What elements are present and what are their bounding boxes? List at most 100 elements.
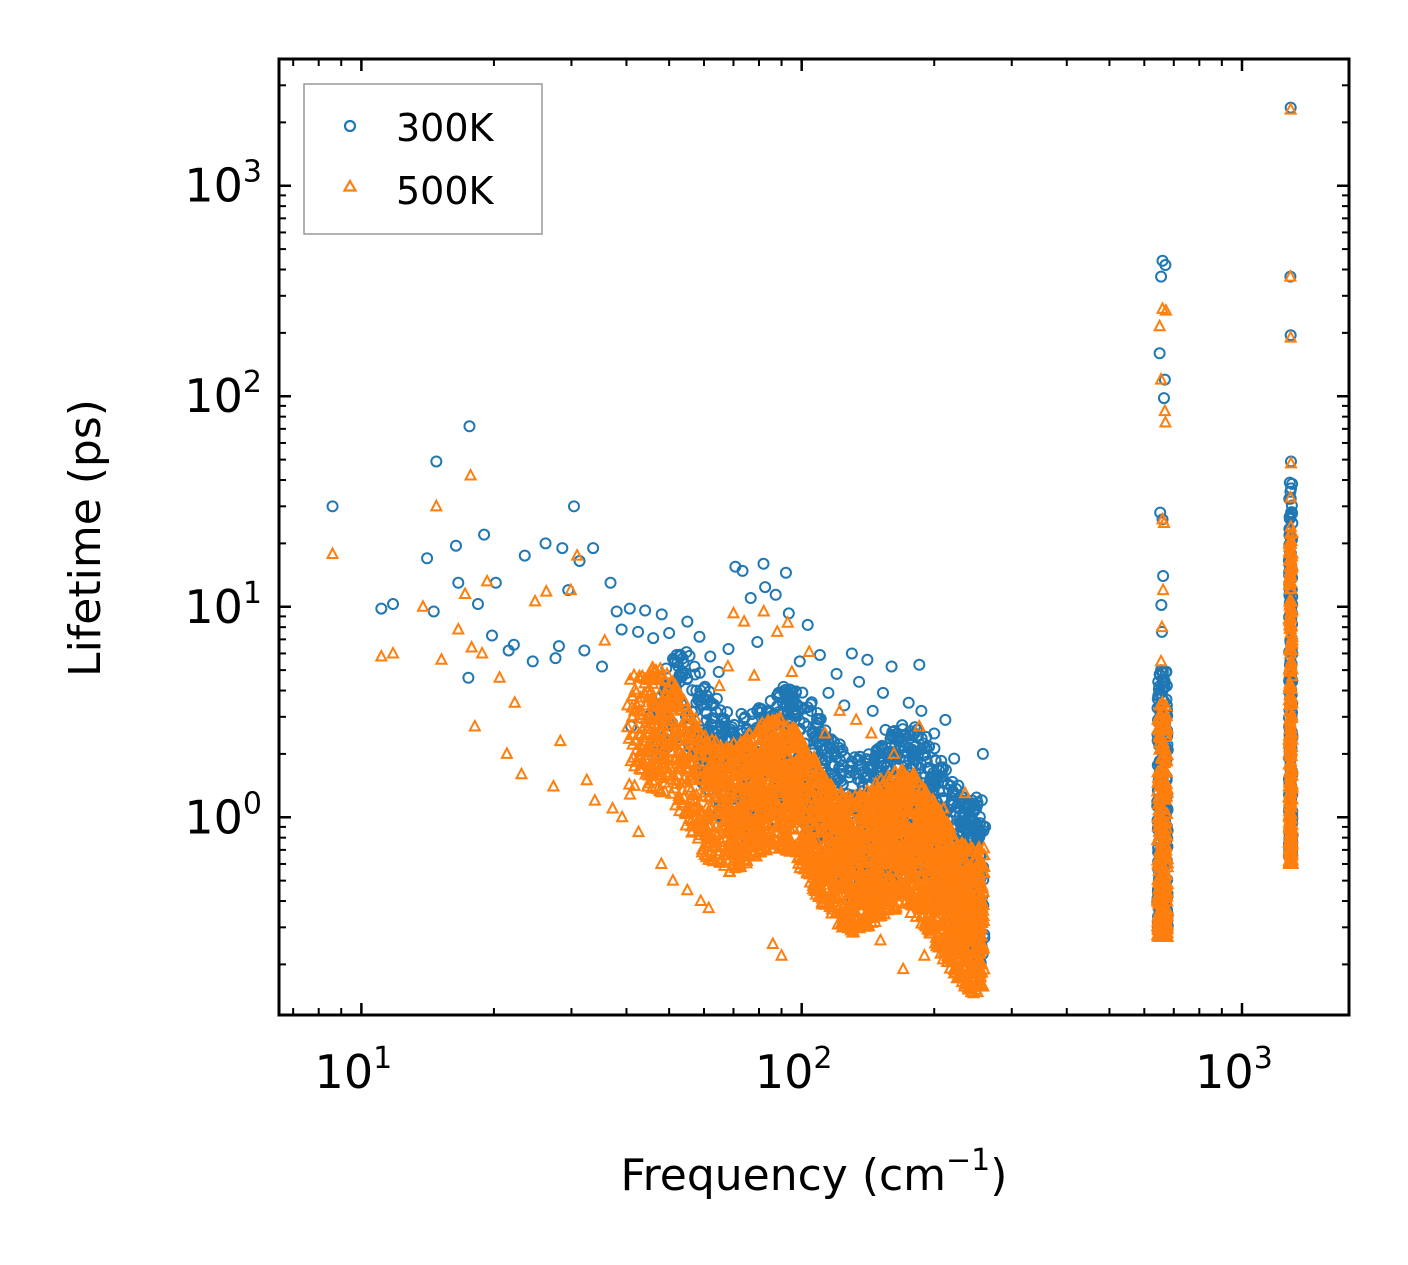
point-500k-dense bbox=[755, 801, 770, 815]
point-500k-dense bbox=[793, 788, 807, 802]
point-300k-dense bbox=[676, 652, 689, 665]
point-300k bbox=[663, 627, 676, 640]
point-500k-dense bbox=[717, 858, 732, 871]
point-500k-dense bbox=[688, 724, 702, 738]
point-300k bbox=[879, 723, 892, 736]
point-500k-dense bbox=[814, 857, 828, 871]
point-500k-dense bbox=[697, 839, 711, 852]
point-300k bbox=[866, 704, 879, 717]
point-300k bbox=[948, 752, 961, 765]
point-500k-dense bbox=[891, 793, 905, 807]
point-500k-dense bbox=[854, 835, 869, 849]
point-500k-dense bbox=[834, 796, 848, 810]
point-500k-dense bbox=[954, 897, 968, 911]
point-500k-dense bbox=[864, 812, 878, 826]
point-500k-dense bbox=[864, 789, 878, 803]
point-500k-dense bbox=[739, 729, 754, 743]
point-500k-dense bbox=[792, 849, 806, 862]
point-300k bbox=[655, 608, 668, 621]
point-300k bbox=[891, 727, 904, 740]
point-500k-dense bbox=[676, 747, 690, 760]
point-300k-dense bbox=[771, 700, 784, 713]
point-500k-dense bbox=[659, 737, 674, 750]
point-500k-dense bbox=[622, 776, 636, 790]
point-500k-dense bbox=[622, 731, 636, 744]
point-500k-dense bbox=[938, 819, 952, 833]
point-500k-dense bbox=[687, 772, 702, 786]
point-300k-dense bbox=[843, 766, 856, 779]
point-500k-dense bbox=[699, 754, 713, 768]
point-500k-dense bbox=[652, 687, 666, 700]
point-500k-dense bbox=[784, 738, 798, 752]
point-500k-dense bbox=[972, 839, 986, 853]
point-500k-dense bbox=[756, 780, 771, 793]
point-500k-dense bbox=[868, 914, 882, 927]
point-300k bbox=[813, 648, 826, 661]
point-500k-dense bbox=[789, 770, 803, 784]
point-300k-dense bbox=[798, 717, 811, 730]
point-300k-dense bbox=[811, 706, 824, 719]
point-500k-dense bbox=[963, 930, 977, 944]
point-300k bbox=[427, 605, 440, 618]
point-500k-dense bbox=[874, 908, 888, 922]
point-300k bbox=[478, 528, 491, 541]
point-500k-dense bbox=[873, 819, 888, 832]
point-300k bbox=[735, 707, 748, 720]
point-300k-dense bbox=[705, 719, 718, 732]
point-300k bbox=[507, 638, 520, 651]
point-500k-dense bbox=[639, 750, 653, 764]
point-300k-dense bbox=[917, 749, 930, 762]
point-500k-dense bbox=[800, 746, 814, 760]
point-500k-dense bbox=[902, 839, 916, 852]
point-500k-dense bbox=[893, 768, 908, 781]
point-300k bbox=[915, 704, 928, 717]
point-300k-dense bbox=[933, 769, 946, 782]
point-500k-dense bbox=[964, 839, 978, 853]
point-300k-dense bbox=[692, 691, 705, 704]
point-300k bbox=[716, 723, 729, 736]
point-300k-dense bbox=[753, 706, 766, 719]
point-500k-dense bbox=[771, 797, 785, 810]
point-500k-dense bbox=[880, 798, 894, 811]
point-500k-dense bbox=[720, 824, 734, 838]
point-500k-dense bbox=[923, 819, 937, 833]
point-300k bbox=[526, 655, 539, 668]
point-500k-dense bbox=[678, 768, 692, 782]
point-500k-dense bbox=[891, 790, 905, 804]
point-500k-dense bbox=[629, 697, 644, 711]
point-500k-dense bbox=[702, 789, 716, 803]
point-500k-dense bbox=[689, 810, 703, 824]
point-500k-dense bbox=[932, 857, 946, 871]
point-300k bbox=[902, 696, 915, 709]
point-300k bbox=[463, 420, 476, 433]
point-500k-dense bbox=[793, 860, 807, 874]
point-500k-dense bbox=[929, 883, 944, 897]
point-500k-dense bbox=[954, 940, 969, 954]
point-500k-dense bbox=[772, 758, 786, 772]
point-500k-dense bbox=[889, 842, 903, 855]
point-500k-dense bbox=[803, 764, 817, 777]
point-500k-dense bbox=[786, 820, 801, 834]
point-500k-dense bbox=[645, 762, 659, 775]
point-500k-dense bbox=[866, 814, 881, 827]
point-500k-dense bbox=[739, 744, 753, 758]
point-500k-dense bbox=[709, 838, 723, 852]
point-500k-dense bbox=[851, 799, 866, 813]
point-500k-dense bbox=[973, 913, 988, 927]
point-500k-dense bbox=[704, 802, 719, 815]
point-500k-dense bbox=[779, 795, 793, 808]
point-500k-dense bbox=[892, 843, 907, 857]
point-300k-dense bbox=[936, 792, 949, 805]
point-500k-dense bbox=[927, 848, 941, 861]
point-500k-dense bbox=[694, 772, 709, 785]
point-500k-dense bbox=[799, 819, 814, 832]
point-300k-dense bbox=[695, 697, 708, 710]
point-500k-dense bbox=[889, 899, 903, 913]
point-500k-dense bbox=[725, 778, 739, 791]
point-300k bbox=[782, 607, 795, 620]
point-500k-dense bbox=[809, 769, 823, 783]
point-500k-dense bbox=[738, 815, 752, 829]
point-500k-dense bbox=[914, 915, 929, 929]
point-500k-dense bbox=[843, 844, 858, 858]
point-300k bbox=[552, 640, 565, 653]
